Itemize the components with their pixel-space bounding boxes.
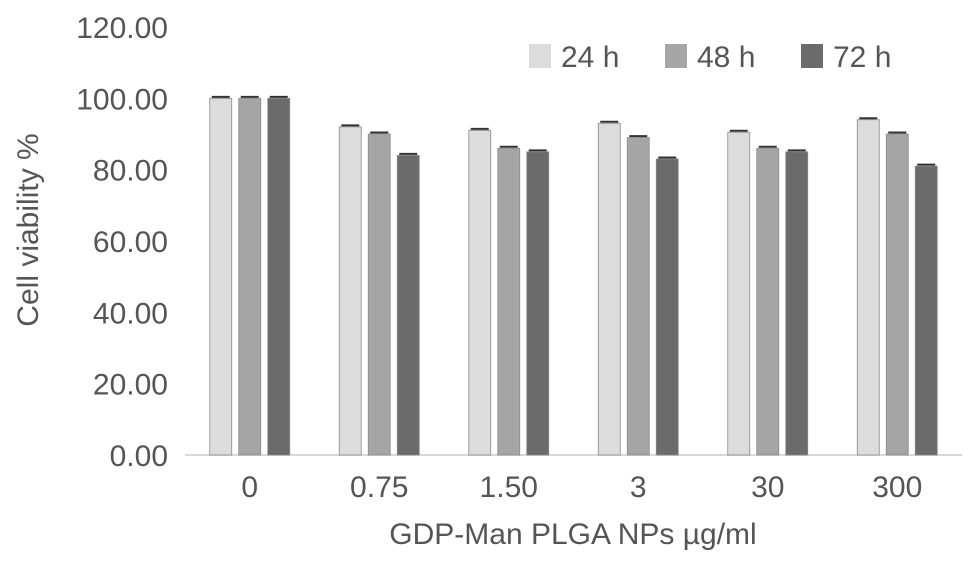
bar xyxy=(856,119,880,456)
y-tick-label: 0.00 xyxy=(110,440,168,473)
bar xyxy=(209,97,233,456)
bar xyxy=(526,151,550,456)
y-axis-tick-labels: 0.00 20.00 40.00 60.00 80.00 100.00 120.00 xyxy=(76,12,168,473)
bar xyxy=(885,133,909,456)
legend-label: 24 h xyxy=(561,41,619,74)
x-axis-title: GDP-Man PLGA NPs µg/ml xyxy=(389,518,756,551)
legend-label: 72 h xyxy=(833,41,891,74)
bar xyxy=(267,97,291,456)
x-tick-label: 300 xyxy=(872,471,922,504)
bar xyxy=(468,130,492,456)
y-tick-label: 60.00 xyxy=(93,226,168,259)
x-tick-label: 30 xyxy=(751,471,784,504)
bar-series-group xyxy=(209,95,938,456)
bar xyxy=(238,97,262,456)
legend: 24 h 48 h 72 h xyxy=(529,41,891,74)
x-tick-label: 0 xyxy=(241,471,258,504)
x-tick-label: 1.50 xyxy=(480,471,538,504)
bar xyxy=(756,147,780,456)
y-tick-label: 40.00 xyxy=(93,297,168,330)
bar xyxy=(914,165,938,456)
y-tick-label: 20.00 xyxy=(93,369,168,402)
legend-label: 48 h xyxy=(697,41,755,74)
bar xyxy=(626,137,650,456)
legend-swatch xyxy=(665,44,687,68)
y-axis-title: Cell viability % xyxy=(12,133,45,326)
x-axis-tick-labels: 0 0.75 1.50 3 30 300 xyxy=(241,471,922,504)
bar xyxy=(727,131,751,456)
x-tick-label: 3 xyxy=(630,471,647,504)
bar xyxy=(785,151,809,456)
y-tick-label: 80.00 xyxy=(93,155,168,188)
y-tick-label: 120.00 xyxy=(76,12,168,45)
legend-swatch xyxy=(801,44,823,68)
bar xyxy=(597,122,621,456)
bar xyxy=(338,126,362,456)
bar xyxy=(396,154,420,456)
bar xyxy=(367,133,391,456)
legend-swatch xyxy=(529,44,551,68)
bar xyxy=(655,158,679,456)
x-tick-label: 0.75 xyxy=(350,471,408,504)
y-tick-label: 100.00 xyxy=(76,83,168,116)
bar xyxy=(497,147,521,456)
